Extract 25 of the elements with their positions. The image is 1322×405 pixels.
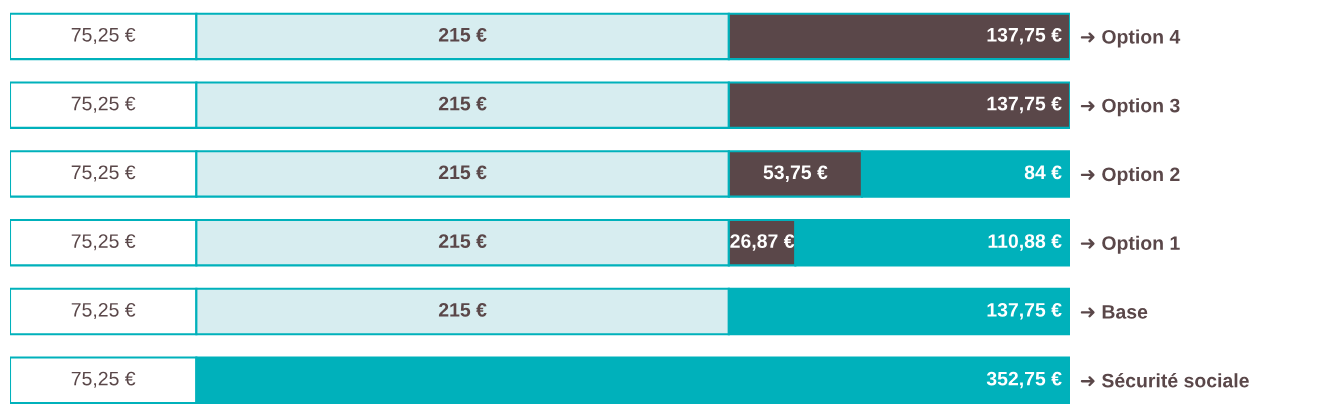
- data-label: 75,25 €: [71, 165, 136, 182]
- y-tick-label: ➜ Option 1: [1080, 235, 1180, 254]
- y-tick-label: ➜ Sécurité sociale: [1080, 373, 1249, 388]
- data-label: 53,75 €: [763, 165, 828, 182]
- data-label: 215 €: [438, 27, 487, 42]
- data-label: 137,75 €: [987, 96, 1062, 114]
- data-label: 26,87 €: [730, 234, 795, 251]
- y-tick-label: ➜ Option 2: [1080, 166, 1180, 186]
- data-label: 75,25 €: [71, 96, 136, 113]
- data-label: 215 €: [438, 165, 487, 180]
- y-tick-label: ➜ Option 3: [1080, 98, 1180, 117]
- data-label: 75,25 €: [71, 27, 136, 44]
- data-label: 215 €: [438, 234, 487, 248]
- data-label: 137,75 €: [987, 27, 1062, 45]
- data-label: 75,25 €: [71, 234, 136, 251]
- data-label: 137,75 €: [987, 302, 1062, 320]
- y-tick-label: ➜ Option 4: [1080, 29, 1181, 48]
- data-label: 215 €: [438, 302, 487, 317]
- data-label: 215 €: [438, 96, 487, 111]
- data-label: 75,25 €: [71, 371, 136, 388]
- data-label: 110,88 €: [988, 234, 1062, 251]
- data-label: 352,75 €: [986, 371, 1062, 389]
- data-label: 84 €: [1024, 165, 1062, 180]
- data-label: 75,25 €: [71, 302, 136, 319]
- y-tick-label: ➜ Base: [1080, 305, 1148, 319]
